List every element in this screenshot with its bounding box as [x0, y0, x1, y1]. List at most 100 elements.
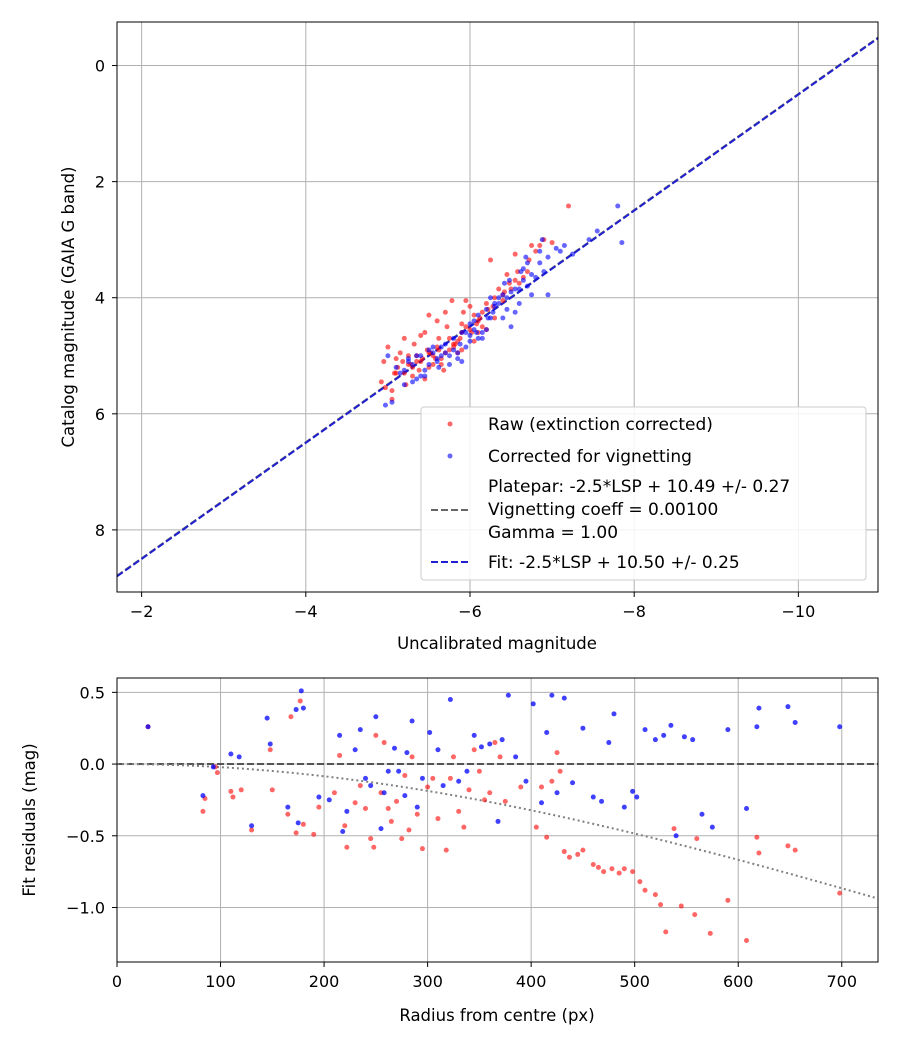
residual-corrected-point: [513, 754, 519, 760]
corrected-point: [496, 295, 502, 301]
residual-raw-point: [447, 775, 453, 781]
residual-corrected-point: [487, 741, 493, 747]
raw-point: [446, 347, 452, 353]
residual-corrected-point: [590, 794, 596, 800]
corrected-point: [457, 341, 463, 347]
residual-corrected-point: [435, 747, 441, 753]
residual-corrected-point: [699, 811, 705, 817]
corrected-point: [471, 318, 477, 324]
corrected-point: [389, 399, 395, 405]
corrected-point: [504, 295, 510, 301]
residual-raw-point: [394, 798, 400, 804]
residual-raw-point: [406, 827, 412, 833]
residual-raw-point: [419, 846, 425, 852]
residual-raw-point: [837, 890, 843, 896]
corrected-point: [500, 292, 506, 298]
corrected-point: [479, 335, 485, 341]
residual-raw-point: [497, 754, 503, 760]
raw-point: [416, 367, 422, 373]
raw-point: [537, 242, 543, 248]
residual-corrected-point: [505, 692, 511, 698]
residual-raw-point: [580, 847, 586, 853]
residual-corrected-point: [385, 768, 391, 774]
residual-corrected-point: [642, 727, 648, 733]
raw-point: [442, 309, 448, 315]
corrected-point: [442, 341, 448, 347]
residual-raw-point: [566, 854, 572, 860]
residual-raw-point: [549, 778, 555, 784]
raw-point: [479, 309, 485, 315]
residual-raw-point: [630, 869, 636, 875]
corrected-point: [410, 361, 416, 367]
raw-point: [414, 359, 420, 365]
corrected-point: [467, 321, 473, 327]
residual-raw-point: [756, 850, 762, 856]
residual-corrected-point: [549, 692, 555, 698]
raw-point: [444, 324, 450, 330]
residual-raw-point: [337, 752, 343, 758]
corrected-point: [529, 292, 535, 298]
legend-platepar-label-1: Platepar: -2.5*LSP + 10.49 +/- 0.27: [488, 477, 790, 497]
raw-point: [566, 203, 572, 209]
corrected-point: [438, 353, 444, 359]
raw-point: [471, 338, 477, 344]
corrected-point: [541, 269, 547, 275]
raw-point: [516, 280, 522, 286]
legend-corrected-marker: [447, 453, 453, 459]
corrected-point: [561, 242, 567, 248]
corrected-point: [414, 376, 420, 382]
top-x-tick-label: −8: [622, 602, 646, 621]
legend-raw-marker: [447, 421, 453, 427]
residual-raw-point: [621, 866, 627, 872]
residual-corrected-point: [373, 714, 379, 720]
residual-corrected-point: [352, 747, 358, 753]
corrected-point: [545, 254, 551, 260]
residual-corrected-point: [621, 804, 627, 810]
corrected-point: [436, 364, 442, 370]
bottom-x-tick-label: 500: [619, 972, 650, 991]
raw-point: [459, 347, 465, 353]
corrected-point: [442, 350, 448, 356]
corrected-point: [557, 248, 563, 254]
corrected-point: [451, 335, 457, 341]
bottom-x-axis-label: Radius from centre (px): [399, 1006, 594, 1025]
residual-raw-point: [293, 830, 299, 836]
corrected-point: [459, 359, 465, 365]
residual-corrected-point: [381, 790, 387, 796]
residual-corrected-point: [673, 833, 679, 839]
corrected-point: [475, 312, 481, 318]
residual-raw-point: [430, 775, 436, 781]
raw-point: [492, 295, 498, 301]
residual-raw-point: [230, 794, 236, 800]
corrected-point: [545, 292, 551, 298]
residual-raw-point: [443, 847, 449, 853]
bottom-reference-lines: [116, 763, 879, 900]
corrected-point: [508, 324, 514, 330]
raw-point: [430, 361, 436, 367]
corrected-point: [518, 269, 524, 275]
corrected-point: [401, 367, 407, 373]
residual-corrected-point: [661, 732, 667, 738]
corrected-point: [467, 332, 473, 338]
residual-corrected-point: [300, 705, 306, 711]
legend-corrected-label: Corrected for vignetting: [488, 447, 692, 467]
residual-raw-point: [785, 843, 791, 849]
residual-corrected-point: [456, 778, 462, 784]
corrected-point: [529, 271, 535, 277]
corrected-point: [512, 286, 518, 292]
bottom-y-tick-label: −0.5: [66, 827, 105, 846]
top-y-tick-label: 4: [95, 289, 105, 308]
corrected-point: [422, 367, 428, 373]
raw-point: [389, 388, 395, 394]
raw-point: [401, 335, 407, 341]
residual-raw-point: [238, 787, 244, 793]
residual-corrected-point: [756, 705, 762, 711]
residual-raw-point: [342, 823, 348, 829]
corrected-point: [418, 353, 424, 359]
corrected-point: [405, 356, 411, 362]
residual-raw-point: [725, 897, 731, 903]
raw-point: [449, 298, 455, 304]
top-x-tick-label: −2: [130, 602, 154, 621]
